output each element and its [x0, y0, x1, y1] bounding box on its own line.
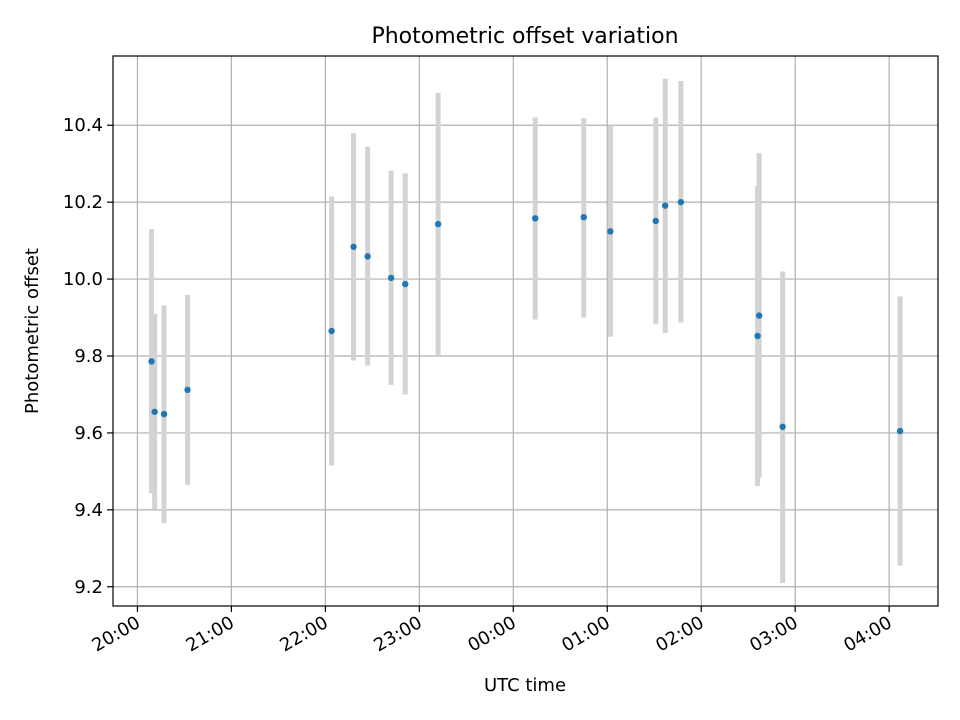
- data-point: [607, 228, 614, 235]
- data-point: [677, 198, 685, 206]
- y-tick-label: 9.4: [74, 500, 103, 521]
- data-point: [148, 358, 155, 365]
- data-point: [434, 220, 442, 228]
- data-point: [755, 312, 763, 319]
- data-point: [160, 410, 168, 418]
- y-tick-label: 10.4: [63, 115, 103, 136]
- data-point: [350, 243, 357, 250]
- chart-title: Photometric offset variation: [371, 24, 678, 49]
- data-point: [580, 213, 587, 221]
- data-point: [661, 202, 669, 209]
- data-point: [184, 386, 191, 394]
- data-point: [402, 280, 409, 288]
- y-tick-label: 10.0: [63, 269, 103, 290]
- grid: [113, 56, 938, 606]
- data-point: [387, 274, 395, 282]
- y-tick-label: 9.8: [74, 346, 103, 367]
- data-point: [151, 408, 158, 415]
- data-point: [364, 253, 371, 260]
- data-point: [754, 332, 761, 340]
- x-axis-label: UTC time: [484, 675, 566, 696]
- y-tick-label: 9.6: [74, 423, 103, 444]
- y-axis-ticks: 9.2 9.4 9.6 9.8 10.0 10.2 10.4: [63, 115, 113, 598]
- data-point: [779, 423, 786, 430]
- y-tick-label: 9.2: [74, 577, 103, 598]
- y-axis-label: Photometric offset: [22, 248, 43, 414]
- y-tick-label: 10.2: [63, 192, 103, 213]
- data-point: [652, 217, 659, 225]
- plot-frame: [112, 55, 939, 607]
- data-point: [896, 427, 904, 435]
- data-point: [532, 215, 539, 222]
- data-points: [148, 198, 904, 435]
- data-point: [328, 327, 335, 335]
